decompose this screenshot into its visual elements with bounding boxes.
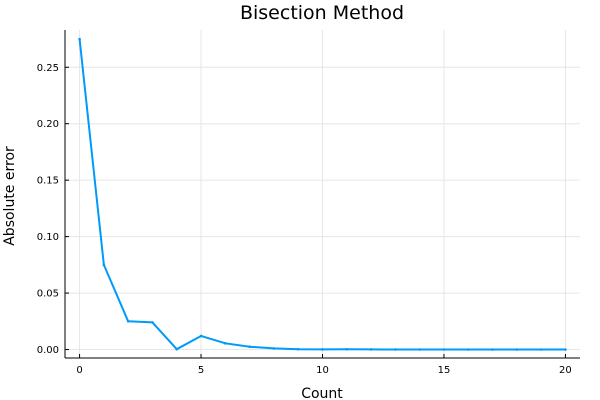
data-point-0-12 xyxy=(369,348,373,351)
y-tick-label-4: 0.20 xyxy=(37,119,59,130)
x-tick-label-3: 15 xyxy=(438,365,451,376)
y-tick-label-2: 0.10 xyxy=(37,232,59,243)
data-point-0-2 xyxy=(126,320,130,323)
data-point-0-15 xyxy=(442,348,446,351)
x-axis-label: Count xyxy=(301,386,343,400)
data-point-0-18 xyxy=(515,348,519,351)
data-point-0-3 xyxy=(151,321,154,324)
data-point-0-0 xyxy=(78,37,81,41)
data-point-0-4 xyxy=(175,347,179,351)
data-point-0-7 xyxy=(248,345,251,349)
grid-layer xyxy=(65,30,580,358)
chart-title: Bisection Method xyxy=(240,2,404,24)
data-point-0-14 xyxy=(418,348,421,351)
x-tick-label-1: 5 xyxy=(198,365,204,376)
data-point-0-20 xyxy=(564,348,567,351)
data-point-0-6 xyxy=(224,342,227,345)
data-point-0-11 xyxy=(345,348,349,351)
data-point-0-1 xyxy=(102,263,106,267)
data-point-0-9 xyxy=(296,347,300,351)
y-tick-label-1: 0.05 xyxy=(37,289,59,300)
data-point-0-16 xyxy=(466,348,470,351)
y-tick-label-0: 0.00 xyxy=(37,345,59,356)
x-tick-label-2: 10 xyxy=(316,365,329,376)
data-point-0-8 xyxy=(272,347,276,350)
data-point-0-10 xyxy=(321,348,324,351)
y-tick-label-3: 0.15 xyxy=(37,176,59,187)
data-point-0-17 xyxy=(491,348,494,351)
data-point-0-5 xyxy=(199,334,203,338)
y-axis-label: Absolute error xyxy=(2,146,18,246)
series-layer xyxy=(78,37,567,351)
data-point-0-13 xyxy=(394,348,397,351)
x-tick-label-4: 20 xyxy=(559,365,572,376)
data-point-0-19 xyxy=(539,348,543,351)
x-tick-label-0: 0 xyxy=(76,365,82,376)
ticks-layer: 0 5 10 15 20 0.00 0.05 0.10 0.15 0.20 0.25 xyxy=(37,63,572,376)
y-tick-label-5: 0.25 xyxy=(37,63,59,74)
